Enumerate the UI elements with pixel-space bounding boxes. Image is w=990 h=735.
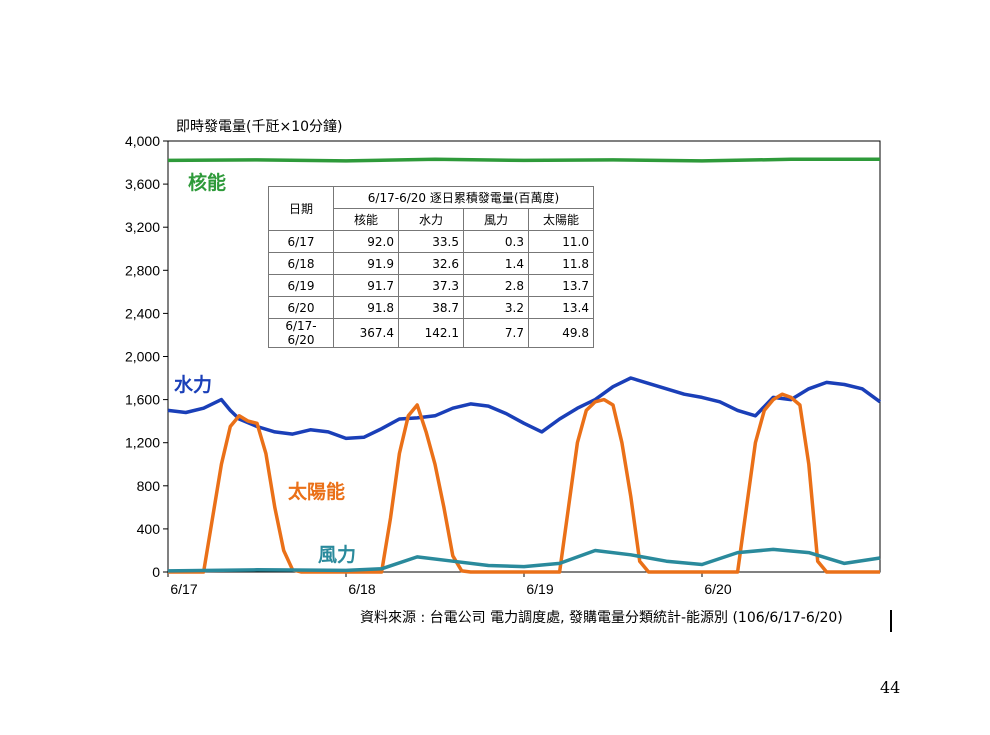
table-row: 6/17-6/20 367.4 142.1 7.7 49.8 bbox=[268, 318, 594, 348]
series-label-solar: 太陽能 bbox=[288, 481, 346, 503]
table-cell-date: 6/17-6/20 bbox=[268, 318, 334, 348]
table-cell: 91.8 bbox=[333, 296, 399, 319]
y-axis-label: 即時發電量(千瓩×10分鐘) bbox=[176, 119, 343, 135]
table-cell: 38.7 bbox=[398, 296, 464, 319]
table-cell: 0.3 bbox=[463, 230, 529, 253]
table-row: 6/20 91.8 38.7 3.2 13.4 bbox=[268, 296, 594, 319]
table-cell: 142.1 bbox=[398, 318, 464, 348]
table-cell-date: 6/19 bbox=[268, 274, 334, 297]
x-tick-label: 6/17 bbox=[170, 581, 197, 597]
table-cell: 13.7 bbox=[528, 274, 594, 297]
series-label-nuclear: 核能 bbox=[188, 172, 227, 194]
y-tick-label: 800 bbox=[137, 478, 161, 494]
x-tick-label: 6/19 bbox=[526, 581, 553, 597]
table-cell: 367.4 bbox=[333, 318, 399, 348]
table-cell-date: 6/17 bbox=[268, 230, 334, 253]
page-number: 44 bbox=[880, 678, 901, 697]
table-cell: 7.7 bbox=[463, 318, 529, 348]
table-cell: 32.6 bbox=[398, 252, 464, 275]
table-cell: 1.4 bbox=[463, 252, 529, 275]
table-cell: 49.8 bbox=[528, 318, 594, 348]
series-line-hydro bbox=[167, 376, 882, 441]
table-cell: 33.5 bbox=[398, 230, 464, 253]
table-row-header: 日期 bbox=[268, 186, 334, 231]
table-cell: 13.4 bbox=[528, 296, 594, 319]
table-cell: 37.3 bbox=[398, 274, 464, 297]
y-tick-label: 0 bbox=[152, 564, 160, 580]
series-label-wind: 風力 bbox=[318, 544, 357, 566]
x-tick-label: 6/18 bbox=[348, 581, 375, 597]
table-title: 6/17-6/20 逐日累積發電量(百萬度) bbox=[333, 186, 594, 209]
table-cell: 11.0 bbox=[528, 230, 594, 253]
table-col-header: 太陽能 bbox=[528, 208, 594, 231]
table-row: 6/19 91.7 37.3 2.8 13.7 bbox=[268, 274, 594, 297]
divider-mark bbox=[890, 610, 892, 632]
table-row: 6/17 92.0 33.5 0.3 11.0 bbox=[268, 230, 594, 253]
table-cell: 92.0 bbox=[333, 230, 399, 253]
series-line-solar bbox=[168, 392, 880, 574]
series-line-wind bbox=[167, 547, 881, 573]
series-line-nuclear bbox=[167, 157, 880, 163]
y-tick-label: 2,400 bbox=[125, 305, 160, 321]
table-col-header: 水力 bbox=[398, 208, 464, 231]
y-tick-label: 3,600 bbox=[125, 176, 160, 192]
y-tick-label: 2,800 bbox=[125, 262, 160, 278]
cumulative-table: 日期 6/17-6/20 逐日累積發電量(百萬度) 核能 水力 風力 太陽能 6… bbox=[268, 186, 594, 348]
table-cell-date: 6/18 bbox=[268, 252, 334, 275]
y-tick-label: 400 bbox=[137, 521, 161, 537]
series-label-hydro: 水力 bbox=[174, 374, 213, 396]
table-cell: 91.9 bbox=[333, 252, 399, 275]
table-cell: 11.8 bbox=[528, 252, 594, 275]
table-cell: 91.7 bbox=[333, 274, 399, 297]
y-tick-label: 4,000 bbox=[125, 133, 160, 149]
y-tick-label: 3,200 bbox=[125, 219, 160, 235]
table-row: 6/18 91.9 32.6 1.4 11.8 bbox=[268, 252, 594, 275]
y-tick-label: 1,200 bbox=[125, 435, 160, 451]
x-tick-label: 6/20 bbox=[704, 581, 731, 597]
source-note: 資料來源 : 台電公司 電力調度處, 發購電量分類統計-能源別 (106/6/1… bbox=[360, 610, 843, 626]
table-col-header: 風力 bbox=[463, 208, 529, 231]
y-tick-label: 2,000 bbox=[125, 349, 160, 365]
y-tick-label: 1,600 bbox=[125, 392, 160, 408]
table-cell: 3.2 bbox=[463, 296, 529, 319]
table-cell-date: 6/20 bbox=[268, 296, 334, 319]
table-cell: 2.8 bbox=[463, 274, 529, 297]
table-col-header: 核能 bbox=[333, 208, 399, 231]
